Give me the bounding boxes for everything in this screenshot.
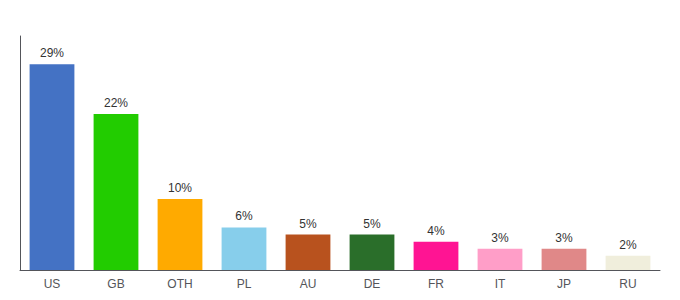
- svg-text:5%: 5%: [363, 217, 381, 231]
- svg-text:5%: 5%: [299, 217, 317, 231]
- svg-text:4%: 4%: [427, 224, 445, 238]
- svg-text:29%: 29%: [40, 46, 64, 60]
- svg-text:GB: GB: [107, 277, 124, 291]
- svg-text:DE: DE: [364, 277, 381, 291]
- svg-text:AU: AU: [300, 277, 317, 291]
- svg-text:RU: RU: [619, 277, 636, 291]
- svg-text:FR: FR: [428, 277, 444, 291]
- svg-text:6%: 6%: [235, 209, 253, 223]
- svg-text:10%: 10%: [168, 181, 192, 195]
- svg-text:OTH: OTH: [167, 277, 192, 291]
- svg-text:22%: 22%: [104, 96, 128, 110]
- svg-text:IT: IT: [495, 277, 506, 291]
- svg-text:JP: JP: [557, 277, 571, 291]
- svg-text:US: US: [44, 277, 61, 291]
- svg-text:3%: 3%: [555, 231, 573, 245]
- svg-text:2%: 2%: [619, 238, 637, 252]
- svg-text:PL: PL: [237, 277, 252, 291]
- svg-text:3%: 3%: [491, 231, 509, 245]
